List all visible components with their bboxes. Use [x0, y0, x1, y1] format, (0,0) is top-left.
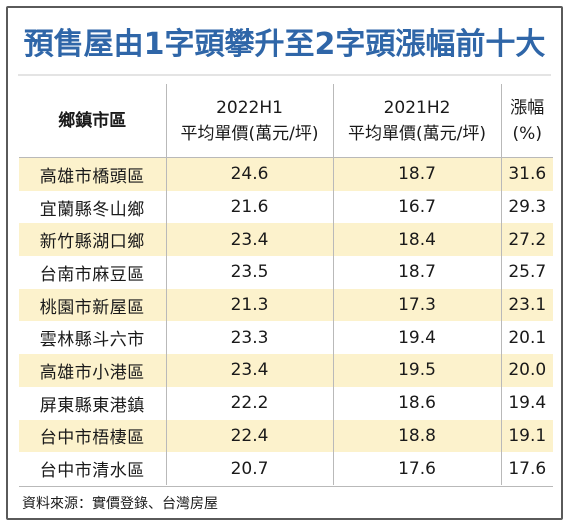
price-2022-cell: 21.3 — [165, 288, 333, 322]
price-2022-cell: 22.2 — [165, 386, 333, 420]
price-table: 鄉鎮市區 2022H1 平均單價(萬元/坪) 2021H2 平均單價(萬元/坪)… — [19, 84, 553, 485]
column-header-change-label: 漲幅 — [510, 97, 545, 118]
column-header-region-label: 鄉鎮市區 — [58, 110, 127, 131]
column-header-change-unit: (%) — [512, 123, 542, 144]
price-2021-cell: 17.3 — [332, 288, 501, 322]
table-row: 雲林縣斗六市 23.3 19.4 20.1 — [19, 321, 553, 355]
table-row: 台中市梧棲區 22.4 18.8 19.1 — [19, 419, 553, 453]
region-cell: 高雄市小港區 — [19, 354, 166, 387]
table-row: 高雄市小港區 23.4 19.5 20.0 — [19, 354, 553, 387]
table-row: 屏東縣東港鎮 22.2 18.6 19.4 — [19, 386, 553, 420]
region-cell: 屏東縣東港鎮 — [39, 395, 145, 416]
column-header-2022: 2022H1 平均單價(萬元/坪) — [165, 84, 333, 158]
change-cell: 19.1 — [500, 419, 553, 453]
header-row: 鄉鎮市區 2022H1 平均單價(萬元/坪) 2021H2 平均單價(萬元/坪)… — [19, 84, 553, 158]
region-cell: 雲林縣斗六市 — [39, 330, 145, 351]
region-cell: 台南市麻豆區 — [39, 264, 145, 285]
column-header-2021: 2021H2 平均單價(萬元/坪) — [332, 84, 501, 158]
table-row: 桃園市新屋區 21.3 17.3 23.1 — [19, 288, 553, 322]
table-card: 預售屋由1字頭攀升至2字頭漲幅前十大 鄉鎮市區 2022H1 平均單價(萬元/坪… — [6, 6, 563, 520]
change-cell: 17.6 — [500, 452, 553, 485]
column-header-change: 漲幅 (%) — [500, 84, 553, 158]
price-2022-cell: 22.4 — [165, 419, 333, 453]
price-2021-cell: 18.8 — [332, 419, 501, 453]
price-2021-cell: 17.6 — [332, 452, 501, 485]
price-2022-cell: 23.4 — [165, 354, 333, 387]
price-2022-cell: 23.4 — [165, 223, 333, 257]
column-header-region: 鄉鎮市區 — [19, 84, 166, 158]
region-cell: 宜蘭縣冬山鄉 — [39, 199, 145, 220]
price-2022-cell: 23.3 — [165, 321, 333, 355]
page-title: 預售屋由1字頭攀升至2字頭漲幅前十大 — [23, 27, 546, 62]
column-header-2022-period: 2022H1 — [216, 97, 283, 118]
column-header-2022-label: 平均單價(萬元/坪) — [180, 123, 319, 144]
column-header-2021-label: 平均單價(萬元/坪) — [348, 123, 486, 144]
table-row: 高雄市橋頭區 24.6 18.7 31.6 — [19, 157, 553, 191]
change-cell: 23.1 — [500, 288, 553, 322]
region-cell: 桃園市新屋區 — [19, 288, 166, 322]
region-cell: 台中市清水區 — [39, 461, 145, 482]
column-header-2021-period: 2021H2 — [383, 97, 451, 118]
price-2021-cell: 18.7 — [332, 157, 501, 191]
price-2021-cell: 18.7 — [332, 256, 501, 289]
table-row: 新竹縣湖口鄉 23.4 18.4 27.2 — [19, 223, 553, 257]
change-cell: 20.0 — [500, 354, 553, 387]
price-2021-cell: 19.5 — [332, 354, 501, 387]
price-2022-cell: 20.7 — [165, 452, 333, 485]
change-cell: 27.2 — [500, 223, 553, 257]
table-row: 台南市麻豆區 23.5 18.7 25.7 — [19, 256, 553, 289]
price-2022-cell: 23.5 — [165, 256, 333, 289]
region-cell: 台中市梧棲區 — [19, 419, 166, 453]
change-cell: 20.1 — [500, 321, 553, 355]
title-divider — [18, 74, 551, 76]
table-row: 台中市清水區 20.7 17.6 17.6 — [19, 452, 553, 485]
change-cell: 25.7 — [500, 256, 553, 289]
price-2021-cell: 18.6 — [332, 386, 501, 420]
change-cell: 19.4 — [500, 386, 553, 420]
source-note: 資料來源：實價登錄、台灣房屋 — [22, 496, 218, 512]
price-2022-cell: 21.6 — [165, 190, 333, 224]
price-2021-cell: 18.4 — [332, 223, 501, 257]
change-cell: 29.3 — [500, 190, 553, 224]
price-2021-cell: 16.7 — [332, 190, 501, 224]
source-divider — [19, 486, 553, 487]
table-row: 宜蘭縣冬山鄉 21.6 16.7 29.3 — [19, 190, 553, 224]
region-cell: 高雄市橋頭區 — [19, 157, 166, 191]
region-cell: 新竹縣湖口鄉 — [19, 223, 166, 257]
price-2021-cell: 19.4 — [332, 321, 501, 355]
price-2022-cell: 24.6 — [165, 157, 333, 191]
change-cell: 31.6 — [500, 157, 553, 191]
